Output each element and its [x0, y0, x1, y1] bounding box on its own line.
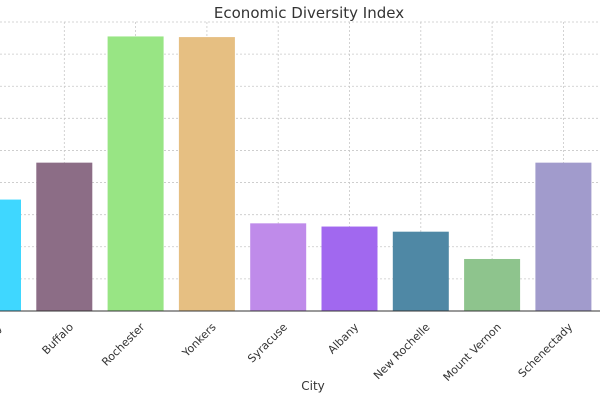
bars	[0, 36, 592, 311]
bar-yonkers	[178, 37, 235, 311]
x-tick-label-new-york-city: New York City	[0, 320, 5, 383]
x-tick-label-rochester: Rochester	[99, 320, 147, 368]
bar-syracuse	[250, 223, 307, 311]
x-tick-label-mount-vernon: Mount Vernon	[441, 321, 504, 384]
x-tick-label-syracuse: Syracuse	[245, 320, 290, 365]
x-tick-label-yonkers: Yonkers	[179, 320, 219, 360]
bar-new-york-city	[0, 199, 21, 311]
bar-mount-vernon	[464, 258, 521, 311]
x-axis-label: City	[301, 379, 325, 393]
bar-albany	[321, 226, 378, 311]
x-tick-label-albany: Albany	[325, 320, 361, 356]
bar-buffalo	[36, 162, 93, 311]
x-tick-label-new-rochelle: New Rochelle	[371, 320, 433, 382]
chart-title: Economic Diversity Index	[214, 4, 404, 22]
bar-rochester	[107, 36, 164, 311]
bar-new-rochelle	[392, 231, 449, 311]
x-tick-label-buffalo: Buffalo	[40, 320, 77, 357]
x-tick-label-schenectady: Schenectady	[516, 320, 576, 380]
x-tick-labels: New York City Buffalo Rochester Yonkers Syra…	[0, 320, 576, 384]
bar-schenectady	[535, 162, 592, 311]
